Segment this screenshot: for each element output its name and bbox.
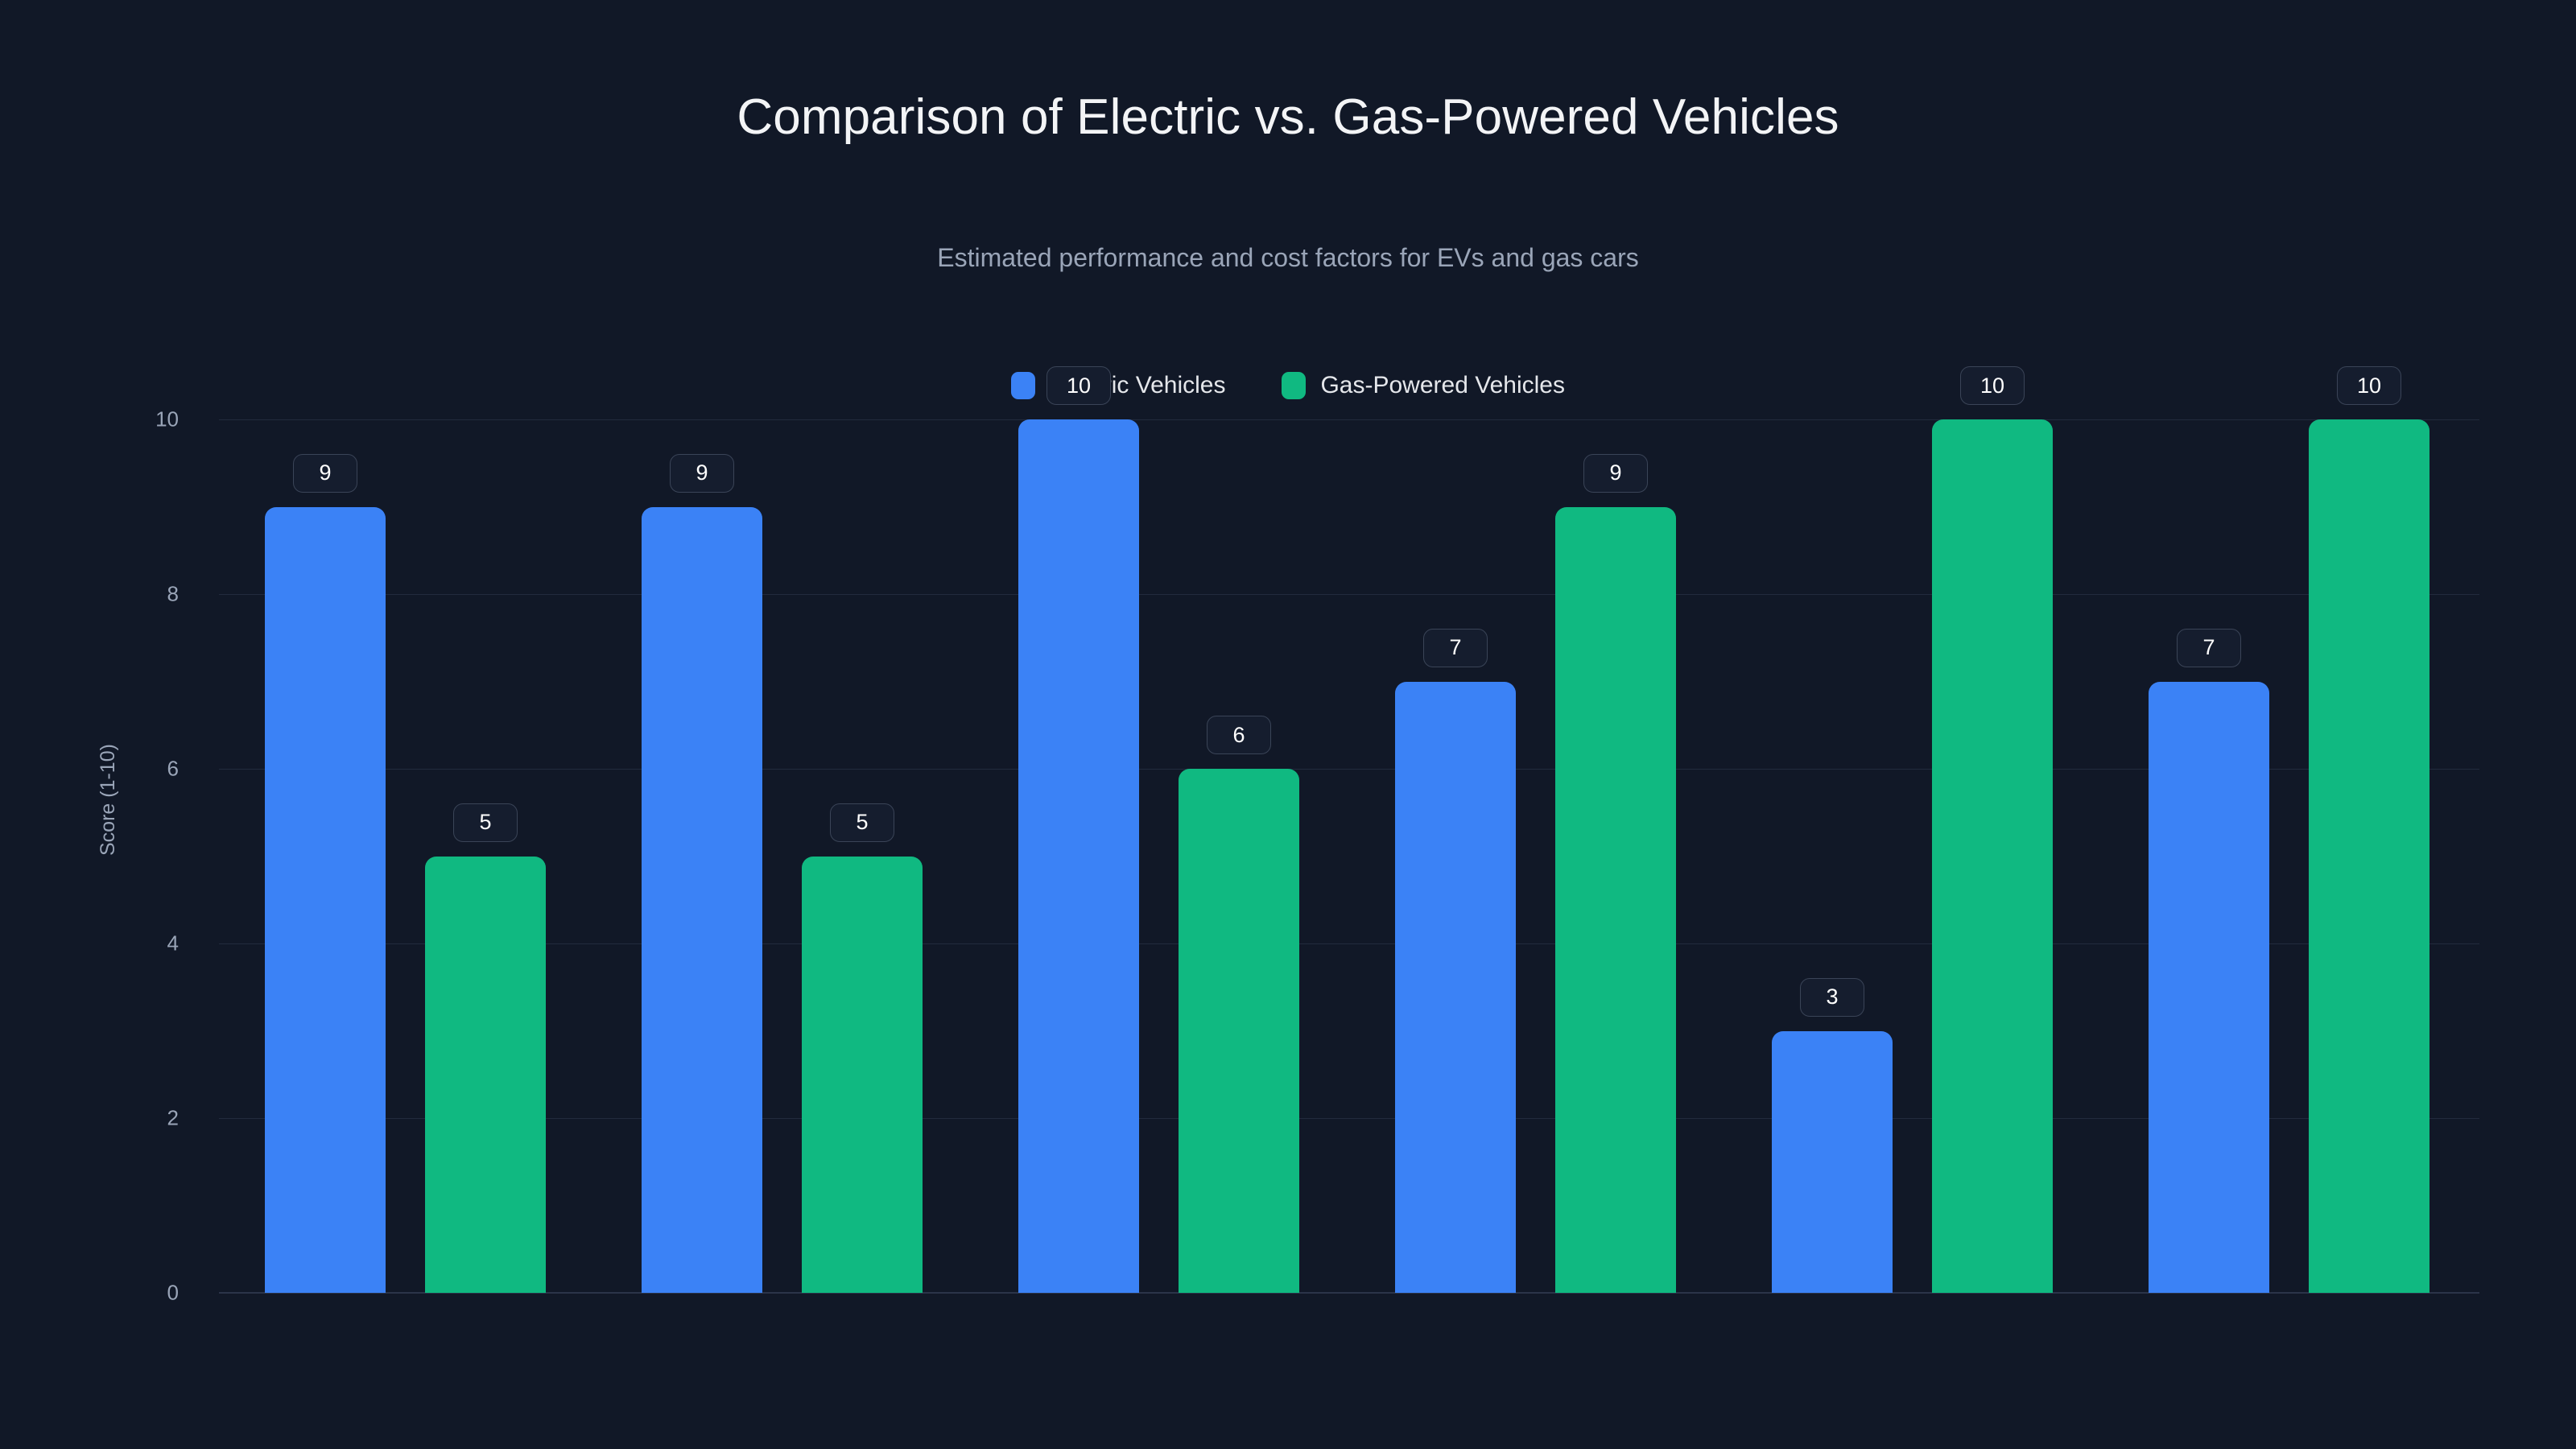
- legend-swatch-icon: [1011, 372, 1036, 399]
- y-axis-title: Score (1-10): [97, 744, 119, 856]
- y-axis-tick-label: 2: [167, 1105, 179, 1130]
- bar-gas[interactable]: [1555, 506, 1676, 1293]
- bar-ev[interactable]: [642, 506, 762, 1293]
- bar-gas[interactable]: [1179, 769, 1299, 1293]
- page-title: Comparison of Electric vs. Gas-Powered V…: [737, 89, 1839, 145]
- bar-ev[interactable]: [1018, 419, 1139, 1293]
- bar-ev[interactable]: [2149, 681, 2269, 1293]
- bar-value-badge: 7: [2177, 628, 2241, 667]
- bar-value-badge: 10: [1046, 366, 1111, 405]
- bar-value-badge: 9: [293, 453, 357, 493]
- legend-item-gas-powered-vehicles[interactable]: Gas-Powered Vehicles: [1282, 372, 1565, 399]
- y-axis-tick-label: 4: [167, 931, 179, 956]
- bar-value-badge: 3: [1800, 977, 1864, 1017]
- bar-gas[interactable]: [2309, 419, 2429, 1293]
- bar-gas[interactable]: [425, 856, 546, 1293]
- bar-value-badge: 9: [670, 453, 734, 493]
- gridline: [219, 594, 2479, 595]
- bar-ev[interactable]: [1395, 681, 1516, 1293]
- gridline: [219, 1118, 2479, 1119]
- legend-swatch-icon: [1282, 372, 1307, 399]
- bar-value-badge: 9: [1583, 453, 1648, 493]
- gridline: [219, 419, 2479, 420]
- plot-area: 024681095Efficiency95Operating Costs106T…: [155, 366, 2479, 1305]
- y-axis-tick-label: 0: [167, 1280, 179, 1305]
- bar-value-badge: 5: [453, 803, 518, 842]
- bar-value-badge: 10: [2337, 366, 2401, 405]
- bar-value-badge: 5: [830, 803, 894, 842]
- bar-value-badge: 7: [1423, 628, 1488, 667]
- chart-subtitle: Estimated performance and cost factors f…: [937, 243, 1639, 272]
- bar-value-badge: 6: [1207, 716, 1271, 754]
- bar-value-badge: 10: [1960, 366, 2025, 405]
- bar-gas[interactable]: [1932, 419, 2053, 1293]
- y-axis-tick-label: 6: [167, 756, 179, 781]
- y-axis-tick-label: 10: [155, 407, 179, 431]
- bar-gas[interactable]: [802, 856, 923, 1293]
- legend-label: Gas-Powered Vehicles: [1320, 372, 1565, 398]
- gridline: [219, 769, 2479, 770]
- gridline: [219, 943, 2479, 944]
- bar-ev[interactable]: [1772, 1030, 1893, 1293]
- chart-legend: Electric Vehicles Gas-Powered Vehicles: [0, 372, 2576, 399]
- y-axis-tick-label: 8: [167, 581, 179, 606]
- x-axis-line: [219, 1292, 2479, 1294]
- bar-ev[interactable]: [265, 506, 386, 1293]
- legend-item-electric-vehicles[interactable]: Electric Vehicles: [1011, 372, 1225, 399]
